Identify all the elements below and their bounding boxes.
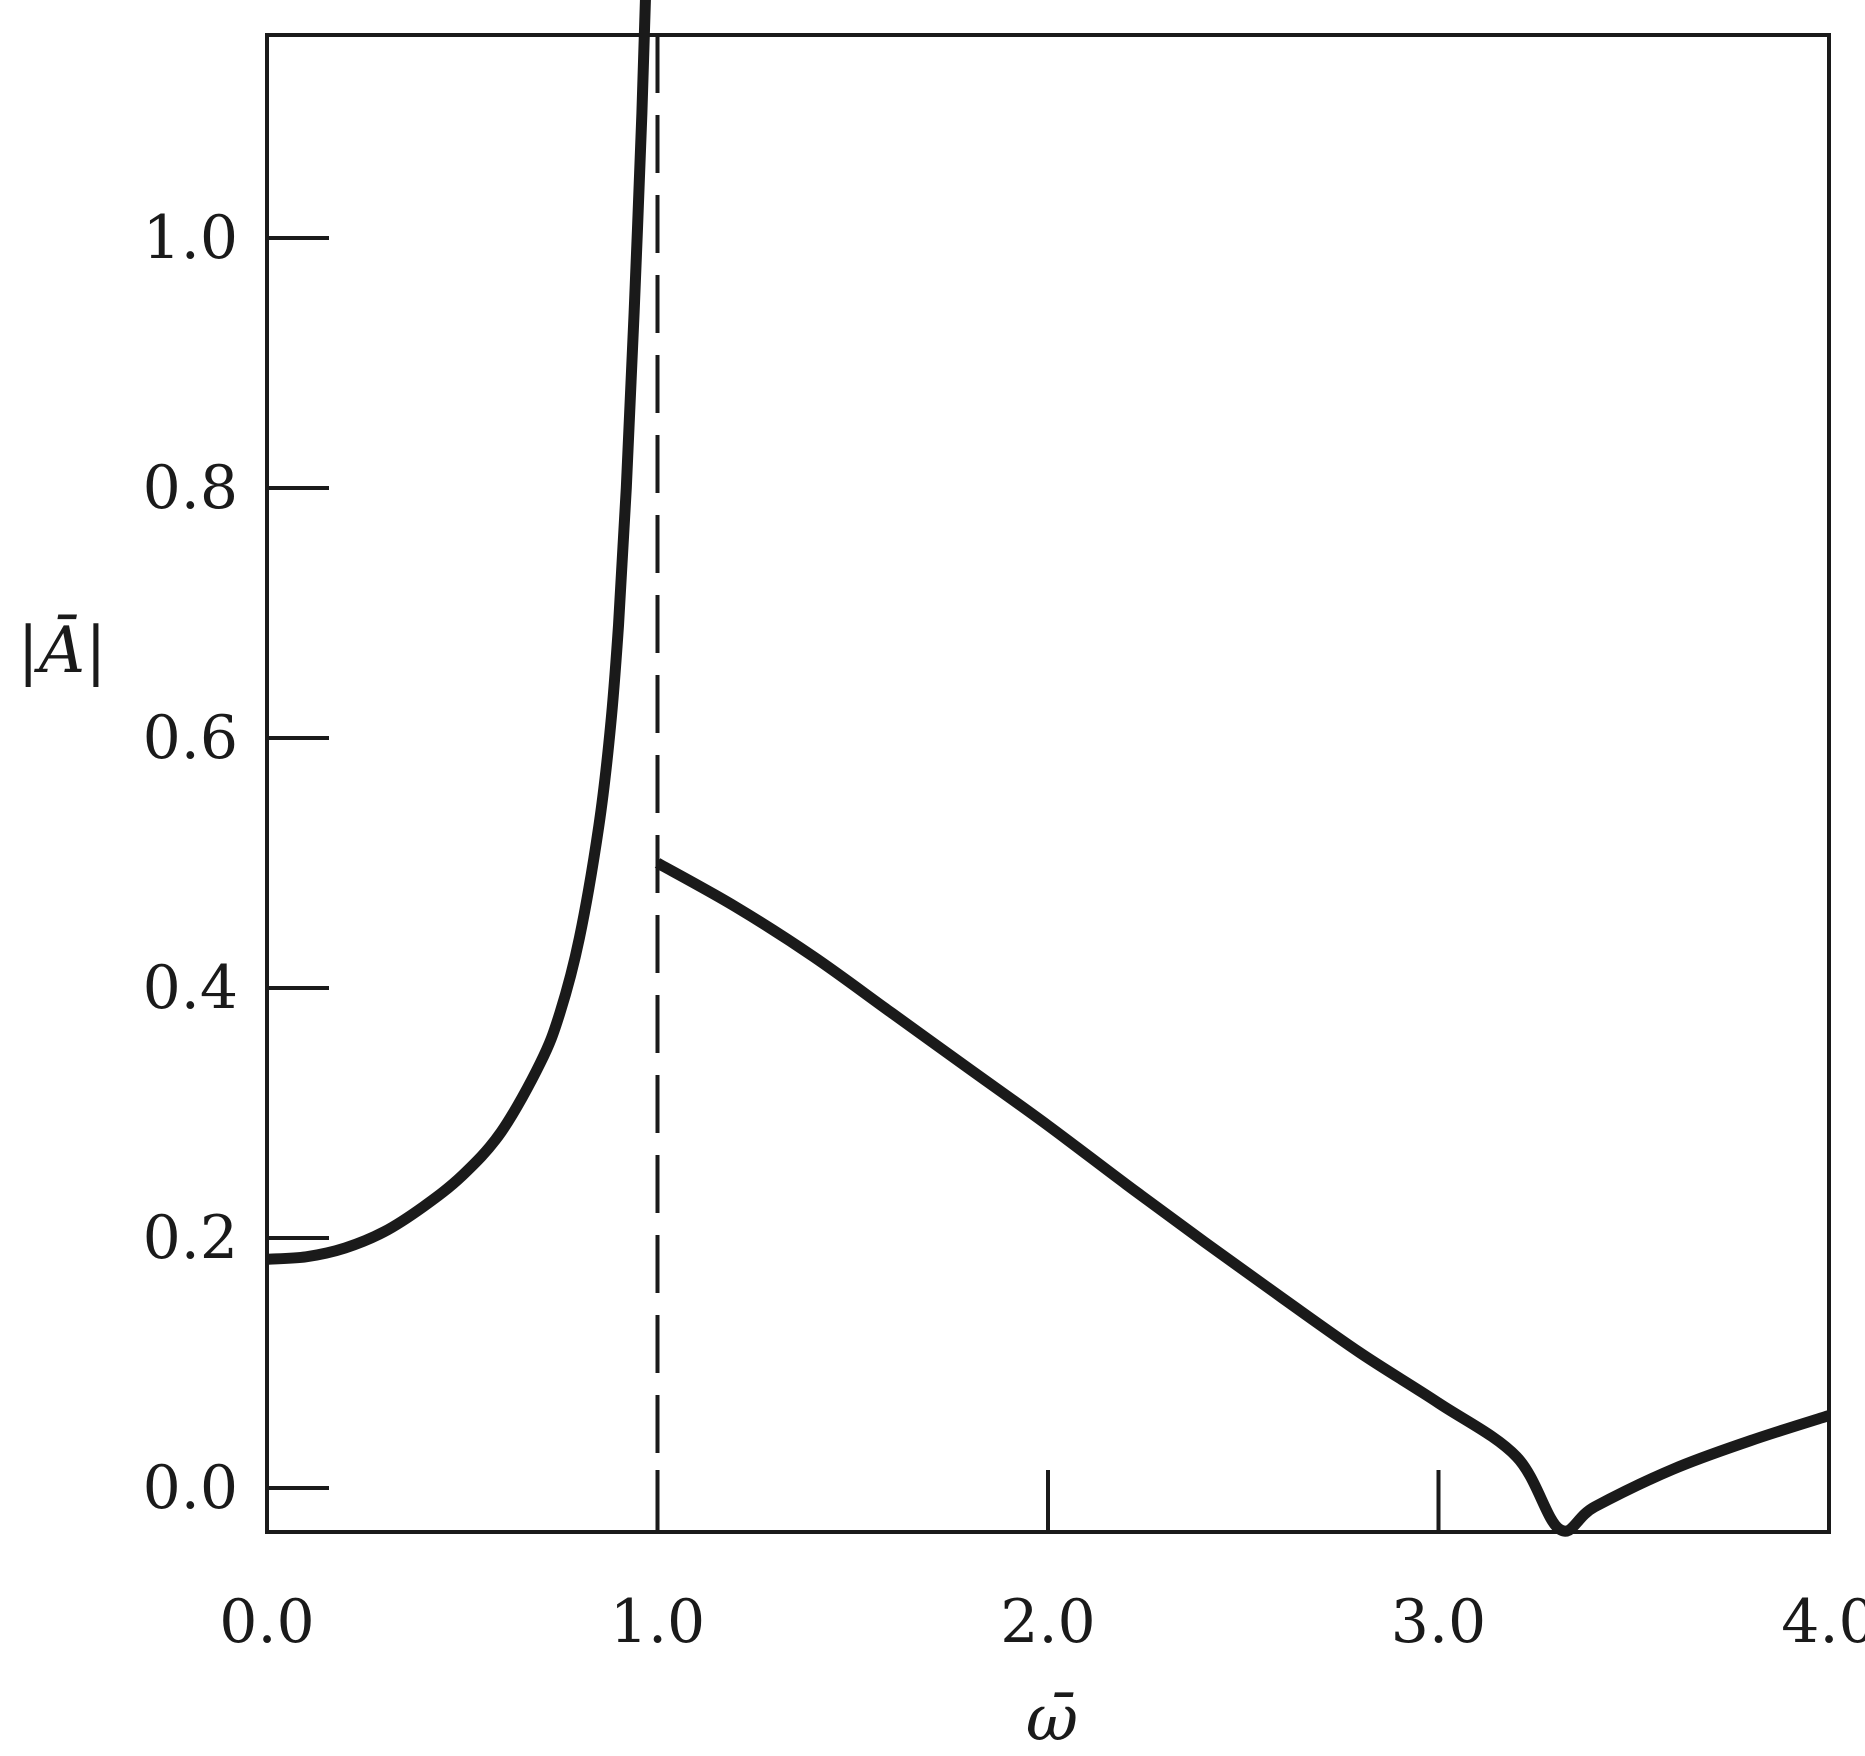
tick-labels: 0.0 0.2 0.4 0.6 0.8 1.0 0.0 1.0 2.0 3.0 4.0 — [143, 203, 1865, 1657]
curve-above-resonance — [654, 858, 1831, 1537]
curve-below-resonance — [266, 0, 651, 1265]
x-tick-label-4: 4.0 — [1781, 1587, 1865, 1657]
x-tick-label-3: 3.0 — [1391, 1587, 1486, 1657]
y-tick-label-4: 0.8 — [143, 453, 238, 523]
y-tick-label-0: 0.0 — [143, 1453, 238, 1523]
tick-marks — [267, 236, 1441, 1532]
y-tick-label-5: 1.0 — [143, 203, 238, 273]
x-tick-label-1: 1.0 — [610, 1587, 705, 1657]
x-tick-label-0: 0.0 — [219, 1587, 314, 1657]
x-axis-label: ω̄ — [1026, 1682, 1078, 1756]
y-tick-label-3: 0.6 — [143, 703, 238, 773]
y-tick-label-2: 0.4 — [143, 953, 238, 1023]
x-tick-label-2: 2.0 — [1000, 1587, 1095, 1657]
y-axis-label: |Ā| — [17, 614, 106, 688]
data-curves — [266, 0, 1831, 1537]
plot-frame — [265, 33, 1831, 1534]
y-tick-label-1: 0.2 — [143, 1203, 238, 1273]
